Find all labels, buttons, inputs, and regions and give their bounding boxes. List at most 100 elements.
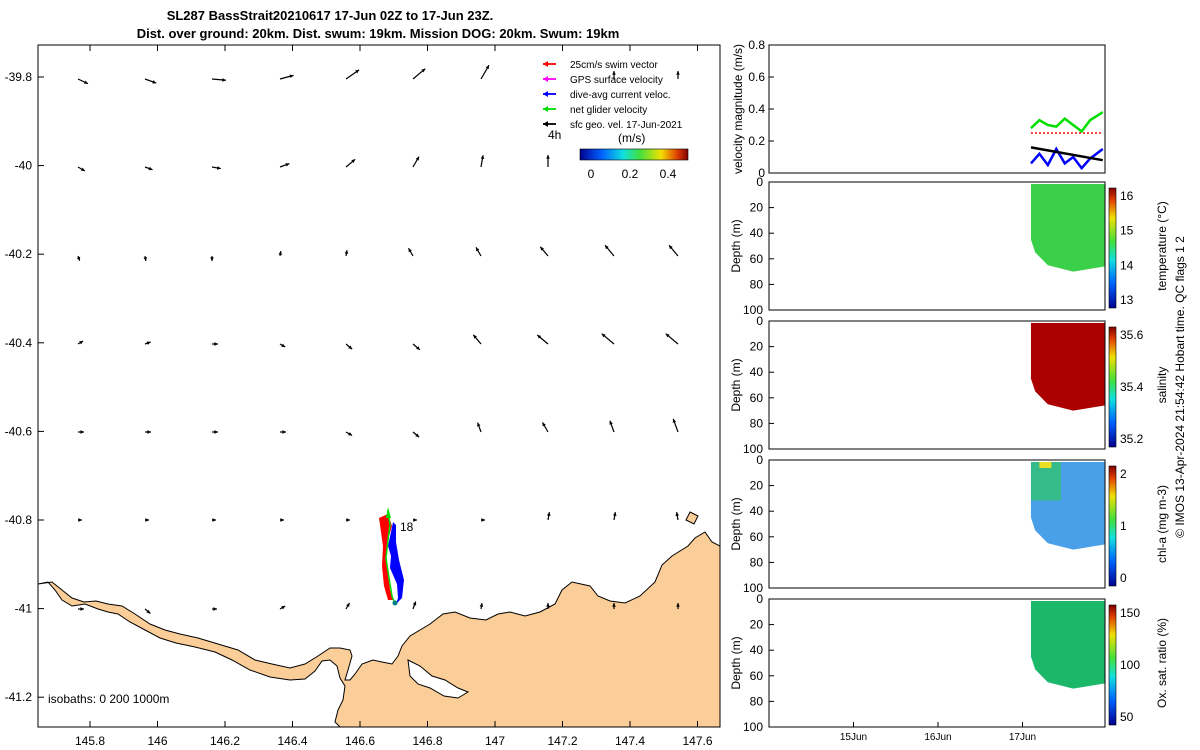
map-y-tick-label: -40 [15, 159, 33, 173]
velocity-y-tick-label: 0.2 [748, 134, 765, 148]
track-end-marker [392, 600, 398, 606]
velocity-vector [475, 247, 482, 257]
profile-panel: 0 20 40 60 80 100 Depth (m) 16 15 14 13 temperature… [729, 175, 1169, 317]
colorbar-label: chl-a (mg m-3) [1155, 485, 1169, 563]
legend-item: sfc geo. vel. 17-Jun-2021 [543, 120, 683, 131]
velocity-vector [212, 607, 217, 611]
time-tick-label: 15Jun [840, 732, 867, 743]
velocity-y-tick-label: 0.8 [748, 38, 765, 52]
map-frame [37, 44, 721, 728]
map-x-tick-label: 146.6 [345, 734, 375, 748]
velocity-vector [612, 512, 617, 521]
time-tick-label: 16Jun [924, 732, 951, 743]
velocity-vector [345, 343, 353, 350]
velocity-vector [144, 341, 151, 345]
velocity-vector [76, 255, 81, 261]
velocity-y-axis: 0 0.2 0.4 0.6 0.8 [748, 38, 774, 180]
velocity-vector [536, 334, 549, 345]
velocity-vector [481, 518, 485, 522]
colorbar-label: Ox. sat. ratio (%) [1155, 618, 1169, 708]
map-x-tick-label: 145.8 [75, 734, 105, 748]
velocity-vector [144, 78, 157, 84]
map-x-tick-label: 147.6 [682, 734, 712, 748]
profile-y-tick-label: 40 [750, 365, 764, 379]
velocity-vector [412, 68, 426, 80]
velocity-vector [78, 607, 84, 611]
velocity-vector [144, 166, 153, 171]
velocity-vector [212, 518, 216, 522]
velocity-vector [345, 69, 360, 80]
velocity-vector [472, 334, 482, 345]
map-x-tick-label: 146.2 [210, 734, 240, 748]
velocity-vector [279, 343, 286, 348]
profile-data-area [1030, 601, 1105, 689]
legend-item: GPS surface velocity [543, 75, 663, 86]
profile-ylabel: Depth (m) [729, 497, 743, 550]
colorbar-tick-label: 13 [1120, 293, 1134, 307]
track-blue [388, 522, 404, 604]
profile-ylabel: Depth (m) [729, 358, 743, 411]
legend-label: sfc geo. vel. 17-Jun-2021 [570, 120, 683, 131]
title-line-1: SL287 BassStrait20210617 17-Jun 02Z to 1… [167, 8, 494, 23]
surface-velocity-vectors [76, 64, 680, 614]
velocity-vector [676, 603, 680, 609]
map-x-tick-label: 146.8 [412, 734, 442, 748]
velocity-vector [279, 163, 290, 168]
estuary-shape [407, 659, 470, 699]
map-y-axis: -39.8 -40 -40.2 -40.4 -40.6 -40.8 -41 -41.2 [5, 70, 44, 704]
profile-y-tick-label: 80 [750, 555, 764, 569]
velocity-vector [77, 78, 89, 85]
time-axis: 15Jun 16Jun 17Jun [840, 722, 1036, 743]
velocity-vector [479, 602, 484, 610]
profile-data-area [1030, 323, 1105, 411]
profile-y-tick-label: 20 [750, 618, 764, 632]
profile-y-tick-label: 20 [750, 340, 764, 354]
velocity-vector [212, 342, 218, 346]
map-y-tick-label: -40.4 [5, 336, 33, 350]
velocity-vector [546, 603, 550, 609]
colorbar-tick-label: 100 [1120, 658, 1140, 672]
velocity-vector [211, 78, 226, 82]
legend-note: 4h [548, 128, 561, 142]
velocity-vector [344, 249, 349, 257]
velocity-panel: 0 0.2 0.4 0.6 0.8 velocity magnitude (m/s) [731, 38, 1106, 180]
legend-label: GPS surface velocity [570, 75, 663, 86]
profile-y-tick-label: 80 [750, 277, 764, 291]
velocity-y-tick-label: 0 [758, 166, 765, 180]
profile-y-tick-label: 100 [743, 442, 763, 456]
profile-y-tick-label: 20 [750, 201, 764, 215]
track-label: 18 [400, 520, 414, 534]
colorbar-tick-label: 15 [1120, 224, 1134, 238]
map-y-tick-label: -40.6 [5, 424, 33, 438]
profile-y-tick-label: 0 [756, 592, 763, 606]
glider-track [379, 507, 404, 606]
profile-data-area [1030, 184, 1105, 272]
profile-y-tick-label: 60 [750, 530, 764, 544]
velocity-vector [278, 250, 283, 257]
velocity-vector [280, 518, 284, 522]
map-y-tick-label: -41 [15, 602, 33, 616]
profile-y-tick-label: 100 [743, 303, 763, 317]
colorbar-unit: (m/s) [618, 131, 645, 145]
colorbar-tick: 0 [588, 167, 595, 181]
velocity-vector [145, 430, 151, 434]
profile-y-tick-label: 20 [750, 479, 764, 493]
velocity-ylabel: velocity magnitude (m/s) [731, 44, 745, 174]
legend-label: 25cm/s swim vector [570, 60, 658, 71]
velocity-vector [78, 430, 84, 434]
velocity-vector [676, 71, 680, 79]
profile-ylabel: Depth (m) [729, 636, 743, 689]
legend-label: net glider velocity [570, 105, 647, 116]
velocity-vector [77, 340, 84, 345]
legend-label: dive-avg current veloc. [570, 90, 671, 101]
profile-colorbar [1108, 465, 1117, 587]
legend-item: net glider velocity [543, 105, 647, 116]
colorbar-tick-label: 35.6 [1120, 328, 1144, 342]
colorbar-tick-label: 0 [1120, 571, 1127, 585]
colorbar-label: salinity [1155, 367, 1169, 404]
profile-data-patch [1030, 462, 1061, 501]
velocity-y-tick-label: 0.4 [748, 102, 765, 116]
profile-colorbar [1108, 604, 1117, 726]
